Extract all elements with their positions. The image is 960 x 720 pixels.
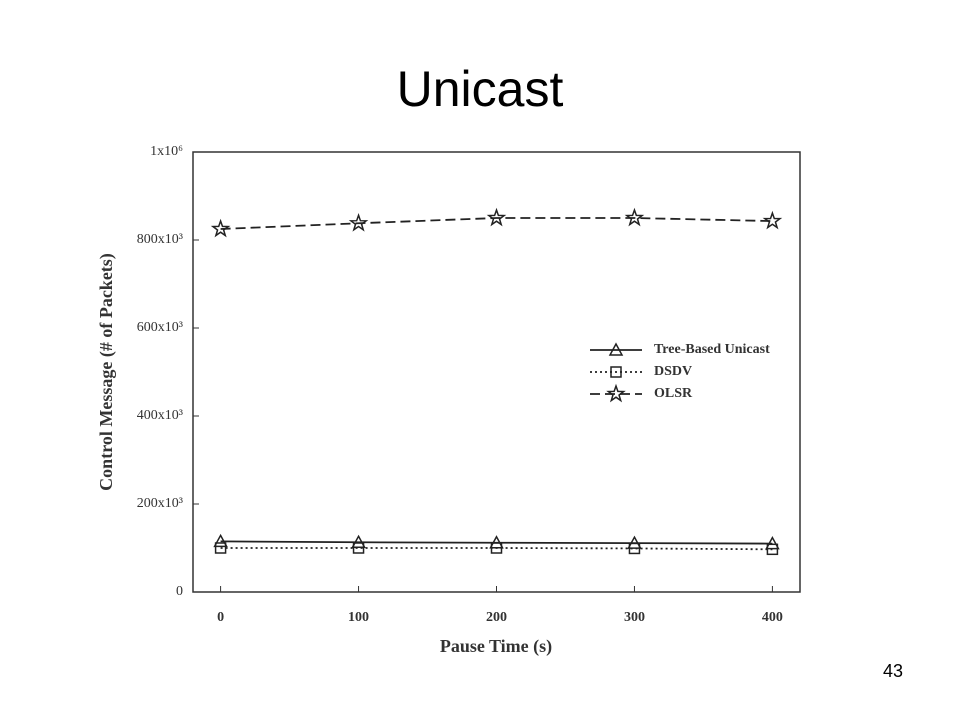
x-axis-label: Pause Time (s) <box>440 636 552 657</box>
legend-label: DSDV <box>654 364 692 379</box>
marker <box>352 542 365 554</box>
legend-marker <box>606 383 626 403</box>
marker <box>627 535 642 549</box>
marker <box>624 207 645 227</box>
y-tick-label: 400x10³ <box>137 408 183 423</box>
x-tick-label: 200 <box>486 610 507 625</box>
page-number: 43 <box>883 661 903 681</box>
marker <box>213 533 228 548</box>
marker <box>766 543 779 556</box>
x-tick-label: 0 <box>217 610 224 625</box>
legend-marker <box>608 342 624 356</box>
x-tick-label: 300 <box>624 610 645 625</box>
y-axis-label: Control Message (# of Packets) <box>96 253 117 491</box>
marker <box>762 210 783 230</box>
marker <box>210 218 231 238</box>
series-line <box>220 217 773 230</box>
x-tick-label: 100 <box>348 610 369 625</box>
y-tick-label: 1x10⁶ <box>150 144 183 159</box>
slide-title: Unicast <box>397 61 564 117</box>
marker <box>628 542 641 555</box>
legend-label: Tree-Based Unicast <box>654 342 770 357</box>
y-tick-label: 200x10³ <box>137 496 183 511</box>
marker <box>490 542 503 554</box>
marker <box>351 534 366 549</box>
legend-marker <box>610 366 622 378</box>
marker <box>486 207 507 227</box>
x-tick-label: 400 <box>762 610 783 625</box>
y-tick-label: 0 <box>176 584 183 599</box>
marker <box>348 213 369 232</box>
y-tick-label: 800x10³ <box>137 232 183 247</box>
series-line <box>220 547 773 551</box>
legend-label: OLSR <box>654 386 693 401</box>
y-tick-label: 600x10³ <box>137 320 183 335</box>
marker <box>214 542 227 554</box>
